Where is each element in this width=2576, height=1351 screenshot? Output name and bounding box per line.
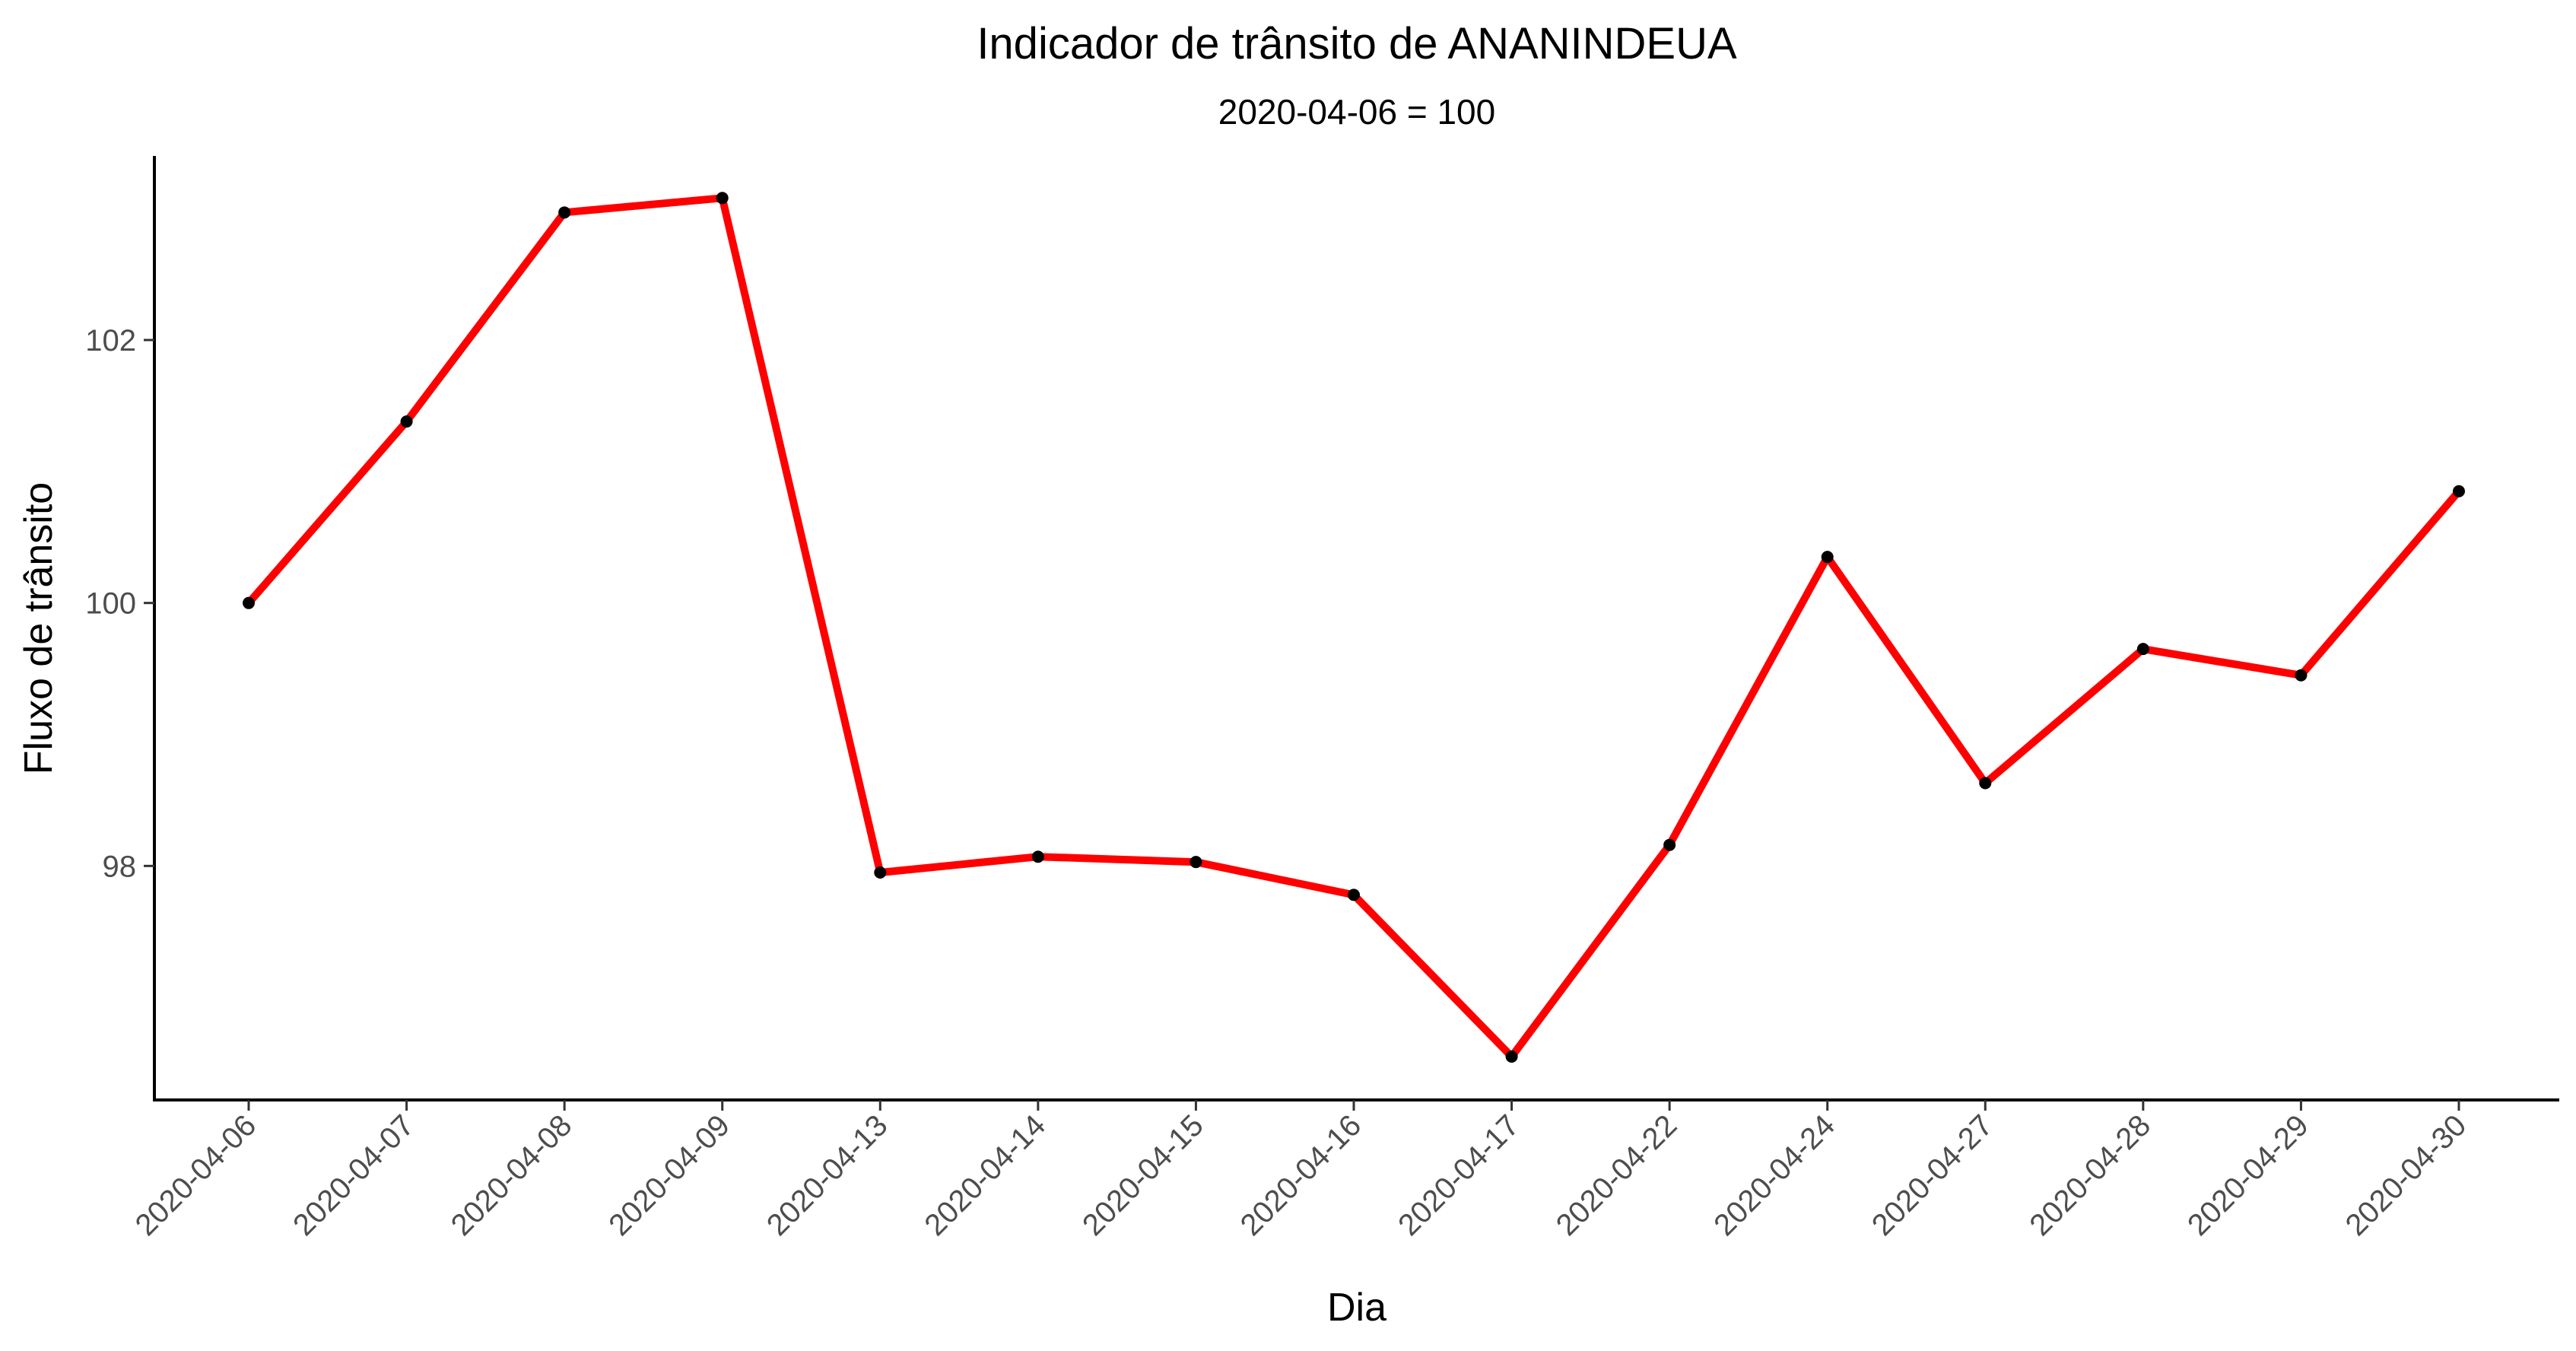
x-tick-label: 2020-04-28 xyxy=(2023,1108,2157,1242)
data-point xyxy=(1663,838,1676,851)
x-tick-label: 2020-04-17 xyxy=(1392,1108,1526,1242)
x-tick-label: 2020-04-22 xyxy=(1550,1108,1684,1242)
data-point xyxy=(716,192,729,205)
data-point xyxy=(558,206,571,219)
chart-title: Indicador de trânsito de ANANINDEUA xyxy=(977,19,1737,68)
data-point xyxy=(2453,485,2465,497)
series-layer xyxy=(243,192,2465,1063)
data-point xyxy=(2295,669,2308,682)
chart-subtitle: 2020-04-06 = 100 xyxy=(1218,92,1495,132)
y-axis-title: Fluxo de trânsito xyxy=(17,482,61,774)
y-tick-label: 102 xyxy=(85,324,136,358)
x-tick-label: 2020-04-16 xyxy=(1234,1108,1368,1242)
x-tick-label: 2020-04-13 xyxy=(761,1108,894,1242)
x-tick-label: 2020-04-27 xyxy=(1866,1108,1999,1242)
x-tick-label: 2020-04-08 xyxy=(445,1108,579,1242)
data-point xyxy=(874,866,887,879)
x-tick-label: 2020-04-07 xyxy=(287,1108,421,1242)
x-tick-label: 2020-04-29 xyxy=(2181,1108,2315,1242)
data-point xyxy=(1190,856,1202,869)
data-point xyxy=(1821,551,1834,564)
x-tick-label: 2020-04-09 xyxy=(602,1108,736,1242)
data-point xyxy=(1505,1050,1518,1063)
x-tick-label: 2020-04-24 xyxy=(1707,1108,1841,1242)
data-point xyxy=(400,415,413,428)
data-point xyxy=(243,596,255,609)
data-point xyxy=(1348,888,1360,901)
x-axis-ticks: 2020-04-06 2020-04-07 2020-04-08 2020-04-09… xyxy=(129,1100,2473,1242)
data-point xyxy=(1031,850,1044,863)
x-tick-label: 2020-04-30 xyxy=(2339,1108,2473,1242)
x-tick-label: 2020-04-14 xyxy=(918,1108,1052,1242)
y-tick-label: 100 xyxy=(85,587,136,621)
y-axis-ticks: 98 100 102 xyxy=(85,324,154,883)
y-tick-label: 98 xyxy=(103,850,137,883)
x-axis-title: Dia xyxy=(1327,1286,1386,1330)
data-point xyxy=(2136,643,2149,656)
data-point xyxy=(1979,777,1992,790)
x-tick-label: 2020-04-06 xyxy=(129,1108,263,1242)
series-line xyxy=(246,194,2462,1060)
x-tick-label: 2020-04-15 xyxy=(1076,1108,1210,1242)
